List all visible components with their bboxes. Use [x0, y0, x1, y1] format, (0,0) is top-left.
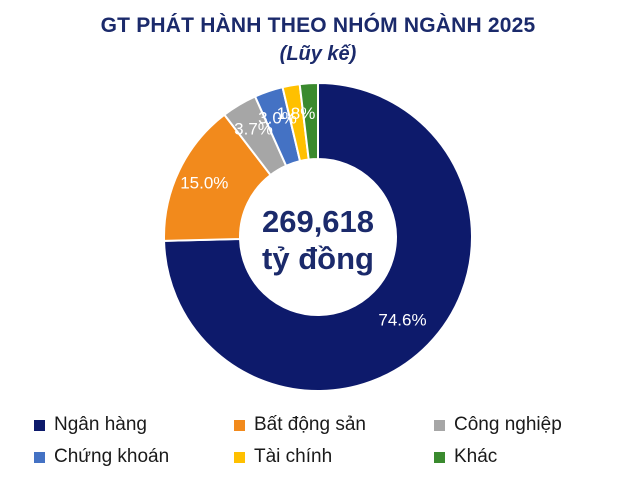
legend-item-ngan-hang: Ngân hàng — [34, 414, 234, 436]
legend-label: Tài chính — [254, 446, 333, 467]
slice-khac — [298, 81, 319, 161]
slice-label-ngan-hang: 74.6% — [378, 310, 426, 329]
slice-label-cong-nghiep: 3.7% — [234, 120, 273, 139]
legend-swatch — [434, 451, 445, 463]
slice-label-tai-chinh: 1.8% — [277, 104, 316, 123]
legend-item-cong-nghiep: Công nghiệp — [434, 414, 624, 436]
slice-label-bat-dong-san: 15.0% — [180, 174, 228, 193]
legend-item-tai-chinh: Tài chính — [234, 446, 434, 468]
legend-swatch — [234, 419, 245, 431]
legend-label: Chứng khoán — [54, 446, 170, 467]
legend-label: Khác — [454, 446, 498, 467]
center-unit: tỷ đồng — [262, 241, 374, 276]
legend-swatch — [434, 419, 445, 431]
legend-label: Công nghiệp — [454, 414, 562, 435]
legend-item-bat-dong-san: Bất động sản — [234, 414, 434, 436]
center-value: 269,618 — [262, 204, 374, 239]
legend-item-khac: Khác — [434, 446, 624, 468]
slice-label-chung-khoan: 3.0% — [258, 109, 297, 128]
legend-swatch — [234, 451, 245, 463]
chart-legend: Ngân hàng Bất động sản Công nghiệp Chứng… — [34, 414, 624, 468]
legend-item-chung-khoan: Chứng khoán — [34, 446, 234, 468]
slice-ngan-hang — [163, 81, 473, 392]
donut-chart: 74.6% 15.0% 3.7%3.0%1.8% 269,618 tỷ đồng — [163, 81, 473, 392]
legend-swatch — [34, 419, 45, 431]
legend-label: Ngân hàng — [54, 414, 147, 435]
chart-subtitle: (Lũy kế) — [279, 43, 357, 65]
legend-label: Bất động sản — [254, 414, 366, 435]
legend-swatch — [34, 451, 45, 463]
slice-bat-dong-san — [163, 113, 272, 242]
chart-title: GT PHÁT HÀNH THEO NHÓM NGÀNH 2025 — [100, 14, 536, 37]
